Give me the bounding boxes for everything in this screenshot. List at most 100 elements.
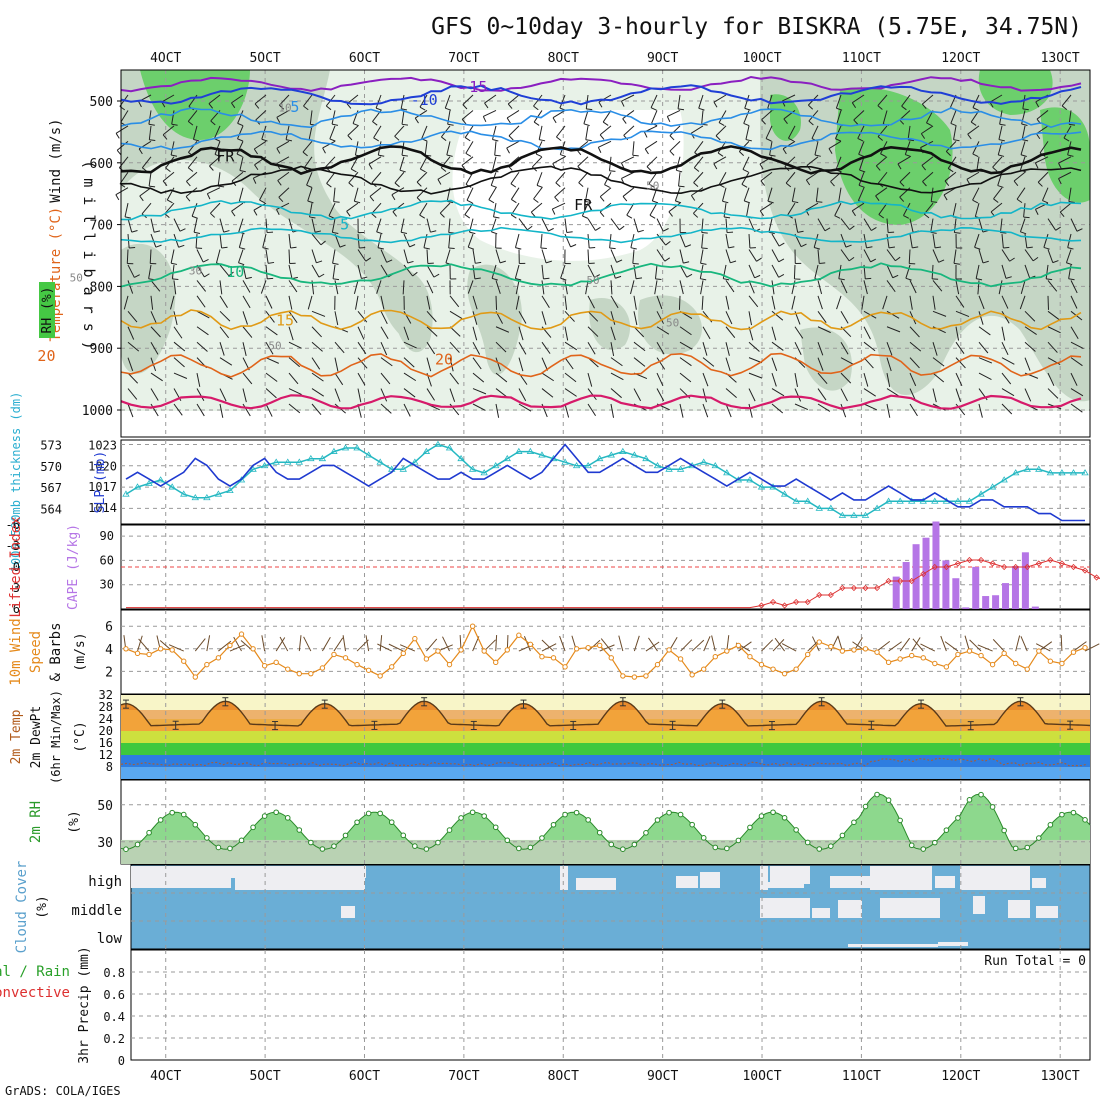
wind-barb [817, 372, 828, 385]
wind-barb [541, 280, 545, 295]
wind-barb [207, 187, 221, 195]
wind-barb [288, 326, 294, 341]
wind10m-point [805, 651, 811, 658]
wind-barb [253, 202, 267, 211]
wind-barb [394, 125, 405, 137]
wind10m-point [608, 655, 614, 661]
wind10m-barb [1084, 643, 1100, 652]
wind-barb [771, 310, 784, 321]
cloud-clear-patch [700, 872, 720, 888]
wind-barb-flag [491, 277, 498, 281]
wind-barb [771, 372, 777, 387]
wind10m-point [227, 642, 233, 649]
wind10m-point [123, 646, 129, 652]
wind-barb [587, 234, 590, 249]
wind-barb [357, 357, 368, 369]
wind-barb [587, 218, 596, 231]
wind-barb [654, 280, 658, 295]
wind-barb [495, 249, 501, 264]
thickness-point [353, 444, 361, 451]
wind-barb [357, 249, 367, 262]
wind-barb-flag [730, 260, 737, 264]
thickness-point [619, 447, 627, 454]
wind-barb [380, 372, 391, 385]
cloud-clear-patch [960, 866, 990, 890]
rh-contour-label: 50 [646, 179, 659, 192]
precip-total-label: Total / Rain [0, 964, 70, 980]
wind-barb-flag [448, 247, 455, 250]
rh2m-point [550, 821, 557, 828]
thickness-point [1058, 469, 1066, 476]
wind-barb [621, 156, 635, 164]
wind-barb [149, 249, 152, 264]
wind-barb [765, 125, 773, 139]
precip-tick: 0 [118, 1054, 125, 1068]
wind-barb [506, 110, 520, 119]
thickness-point [422, 447, 431, 454]
wind-barb-flag [693, 167, 700, 172]
wind10m-point [920, 655, 926, 661]
wind-barb-flag [586, 108, 593, 111]
rh2m-point [215, 844, 222, 851]
wind-barb [173, 280, 177, 295]
wind-barb [376, 280, 382, 294]
wind-barb [877, 171, 888, 184]
wind-barb [840, 249, 850, 262]
wind-barb-flag [717, 152, 724, 157]
rh2m-point [458, 815, 464, 821]
rh2m-point [932, 839, 938, 846]
wind10m-point [1001, 650, 1007, 657]
lifted-index-point [1024, 563, 1031, 571]
rh2m-point [862, 803, 869, 810]
wind-barb [669, 125, 681, 136]
wind-barb [817, 326, 831, 334]
wind-barb [495, 326, 510, 333]
wind-barb-flag [662, 228, 669, 232]
wind-barb [403, 249, 409, 264]
wind-barb [196, 280, 207, 292]
wind-barb [679, 233, 686, 248]
wind-barb-flag [838, 278, 845, 281]
rh-contour-label: 50 [70, 272, 83, 285]
wind-barb [806, 156, 819, 166]
rh2m-point [296, 827, 303, 833]
wind-barb [1070, 295, 1078, 309]
wind-barb [288, 357, 301, 368]
wind10m-tick: 6 [105, 620, 113, 635]
wind-barb-flag [920, 133, 926, 139]
wind-barb-flag [533, 105, 539, 111]
wind-barb [173, 357, 185, 368]
wind-barb-flag [836, 107, 843, 111]
wind-barb [702, 357, 715, 367]
wind-barb [920, 140, 934, 149]
rh2m-point [238, 837, 245, 844]
wind-barb [288, 372, 299, 385]
wind-barb [656, 326, 670, 335]
temp-band [121, 755, 1090, 767]
wind-barb [196, 373, 201, 387]
wind-barb-flag [164, 213, 170, 219]
wind-barb [265, 295, 273, 309]
rh2m-point [1070, 809, 1077, 816]
thickness-point [284, 458, 292, 465]
wind-barb-flag [326, 105, 332, 111]
wind10m-barb [969, 639, 982, 652]
wind-barb-flag [1022, 108, 1029, 111]
lifted-index-tick: 3 [13, 581, 20, 595]
wind-barb [587, 249, 590, 264]
wind-barb [621, 171, 635, 179]
wind-barb-flag [554, 196, 559, 202]
wind-barb-flag [595, 226, 601, 231]
wind10m-barb [261, 635, 266, 652]
wind-barb-flag [551, 208, 556, 215]
wind-barb-flag [433, 273, 440, 278]
wind10m-point [273, 659, 279, 666]
wind-barb [1019, 295, 1026, 310]
wind-barb-flag [921, 165, 926, 171]
wind-barb-flag [754, 274, 761, 279]
wind-barb-flag [626, 214, 633, 219]
wind-barb-flag [162, 180, 168, 187]
wind-barb [1001, 341, 1009, 356]
wind-barb [725, 388, 737, 399]
